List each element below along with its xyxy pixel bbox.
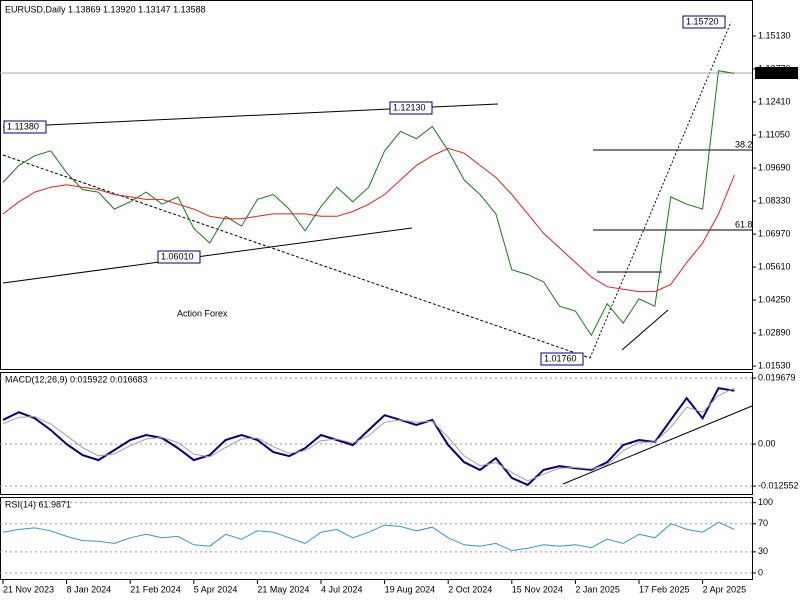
x-tick-label: 4 Jul 2024 bbox=[321, 584, 363, 594]
annotation-box bbox=[3, 120, 47, 134]
price-label: 1.13588 bbox=[757, 67, 790, 77]
y-tick-label: 100 bbox=[758, 497, 773, 507]
trendline bbox=[2, 154, 591, 359]
x-tick-label: 19 Aug 2024 bbox=[385, 584, 436, 594]
y-tick-label: 1.04250 bbox=[758, 294, 791, 304]
panel-title: MACD(12,26,9) 0.015922 0.016683 bbox=[5, 374, 148, 384]
price-panel bbox=[0, 0, 753, 370]
y-tick-label: 1.15130 bbox=[758, 30, 791, 40]
fib-label: 61.8 bbox=[735, 219, 753, 229]
x-tick-label: 2 Apr 2025 bbox=[703, 584, 747, 594]
y-tick-label: 30 bbox=[758, 546, 768, 556]
annotation: 1.12130 bbox=[393, 102, 426, 112]
y-tick-label: 1.08330 bbox=[758, 195, 791, 205]
watermark: Action Forex bbox=[177, 308, 228, 318]
annotation: 1.15720 bbox=[686, 16, 719, 26]
x-tick-label: 15 Nov 2024 bbox=[512, 584, 563, 594]
annotation: 1.11380 bbox=[7, 121, 39, 131]
series-line bbox=[2, 521, 735, 552]
annotation: 1.06010 bbox=[161, 251, 194, 261]
annotation-box bbox=[682, 15, 726, 29]
series-line bbox=[2, 70, 735, 337]
x-tick-label: 5 Apr 2024 bbox=[194, 584, 238, 594]
series-line bbox=[2, 147, 735, 293]
fib-label: 38.2 bbox=[735, 139, 753, 149]
x-tick-label: 21 May 2024 bbox=[257, 584, 309, 594]
trendline bbox=[2, 227, 413, 284]
annotation: 1.01760 bbox=[544, 353, 577, 363]
x-tick-label: 2 Oct 2024 bbox=[448, 584, 492, 594]
x-tick-label: 17 Feb 2025 bbox=[639, 584, 690, 594]
y-tick-label: 1.02890 bbox=[758, 327, 791, 337]
annotation-box bbox=[157, 250, 201, 264]
annotation-box bbox=[540, 352, 584, 366]
y-tick-label: 1.12410 bbox=[758, 96, 791, 106]
y-tick-label: -0.012552 bbox=[758, 481, 799, 491]
trendline bbox=[589, 21, 732, 359]
x-tick-label: 21 Feb 2024 bbox=[130, 584, 181, 594]
x-tick-label: 21 Nov 2023 bbox=[3, 584, 54, 594]
drawings bbox=[0, 21, 753, 485]
y-tick-label: 0 bbox=[758, 567, 763, 577]
y-tick-label: 0.019679 bbox=[758, 372, 796, 382]
trendline bbox=[562, 405, 753, 485]
panel-title: RSI(14) 61.9871 bbox=[5, 499, 71, 509]
series-line bbox=[2, 386, 735, 487]
price-box bbox=[755, 67, 798, 79]
y-tick-label: 1.11050 bbox=[758, 129, 790, 139]
y-tick-label: 70 bbox=[758, 518, 768, 528]
y-tick-label: 1.01530 bbox=[758, 360, 791, 370]
series-line bbox=[2, 387, 735, 482]
annotation-box bbox=[389, 101, 433, 115]
y-tick-label: 1.09690 bbox=[758, 162, 791, 172]
triangle bbox=[621, 309, 669, 351]
rsi-panel bbox=[0, 497, 753, 580]
frames bbox=[0, 0, 753, 580]
marks: EURUSD,Daily 1.13869 1.13920 1.13147 1.1… bbox=[0, 4, 799, 594]
macd-panel bbox=[0, 372, 753, 495]
y-tick-label: 1.06970 bbox=[758, 228, 791, 238]
x-tick-label: 2 Jan 2025 bbox=[575, 584, 620, 594]
y-tick-label: 0.00 bbox=[758, 438, 776, 448]
x-tick-label: 8 Jan 2024 bbox=[67, 584, 112, 594]
panel-title: EURUSD,Daily 1.13869 1.13920 1.13147 1.1… bbox=[5, 4, 206, 14]
y-tick-label: 1.05610 bbox=[758, 261, 791, 271]
